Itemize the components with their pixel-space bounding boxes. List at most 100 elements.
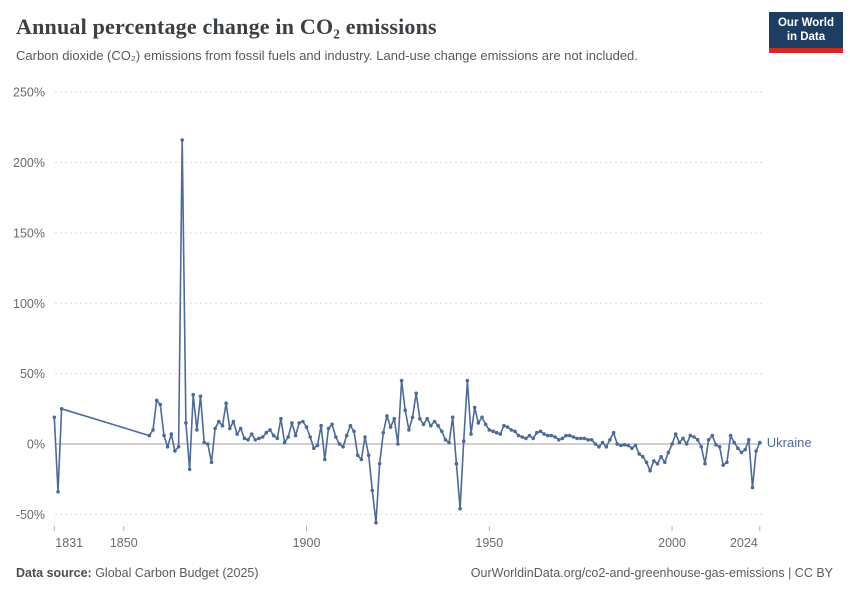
data-point[interactable] [527,433,532,438]
data-point[interactable] [238,426,243,431]
data-point[interactable] [414,391,419,396]
data-point[interactable] [198,394,203,399]
data-point[interactable] [304,425,309,429]
data-point[interactable] [516,433,521,438]
data-point[interactable] [710,433,715,438]
data-point[interactable] [344,433,349,438]
data-point[interactable] [611,430,616,435]
data-point[interactable] [370,488,375,493]
data-point[interactable] [165,445,170,449]
data-point[interactable] [209,460,214,465]
data-point[interactable] [308,435,313,439]
entity-label[interactable]: Ukraine [767,435,812,450]
data-point[interactable] [162,433,166,438]
data-point[interactable] [151,428,155,432]
data-point[interactable] [282,440,287,445]
data-point[interactable] [546,433,550,438]
data-point[interactable] [717,445,722,449]
data-point[interactable] [582,436,587,441]
data-point[interactable] [425,416,430,421]
data-point[interactable] [330,422,334,427]
data-point[interactable] [293,433,298,438]
data-point[interactable] [564,433,568,438]
data-point[interactable] [743,447,747,452]
data-point[interactable] [758,440,762,445]
owid-logo[interactable]: Our World in Data [768,12,843,53]
data-point[interactable] [728,433,733,438]
data-point[interactable] [242,436,247,441]
data-point[interactable] [458,506,462,511]
data-point[interactable] [703,461,707,466]
data-point[interactable] [440,429,444,434]
data-point[interactable] [714,442,718,447]
data-point[interactable] [622,442,627,447]
data-point[interactable] [586,438,590,442]
data-point[interactable] [692,435,696,439]
data-point[interactable] [450,415,455,420]
data-point[interactable] [542,432,546,436]
data-point[interactable] [257,436,261,441]
data-point[interactable] [374,521,378,525]
data-point[interactable] [652,459,656,463]
data-point[interactable] [531,436,535,441]
data-point[interactable] [673,432,678,436]
data-point[interactable] [600,440,605,445]
data-point[interactable] [520,435,524,439]
data-point[interactable] [399,378,404,383]
data-point[interactable] [619,443,623,448]
data-point[interactable] [407,428,411,432]
data-point[interactable] [392,416,397,421]
data-point[interactable] [509,428,513,432]
data-point[interactable] [557,438,561,442]
data-point[interactable] [560,436,565,441]
data-point[interactable] [421,422,426,427]
data-point[interactable] [524,436,528,441]
data-point[interactable] [275,436,280,441]
data-point[interactable] [538,429,543,434]
data-point[interactable] [315,443,320,448]
data-point[interactable] [286,435,291,439]
data-point[interactable] [228,426,232,431]
data-point[interactable] [59,407,64,411]
data-point[interactable] [626,443,630,448]
data-point[interactable] [553,435,557,439]
data-point[interactable] [575,436,579,441]
data-point[interactable] [246,438,250,442]
data-point[interactable] [52,415,57,420]
data-point[interactable] [279,416,283,421]
data-point[interactable] [403,408,408,413]
data-point[interactable] [432,419,437,424]
data-point[interactable] [487,428,492,432]
data-point[interactable] [648,468,652,473]
data-point[interactable] [173,449,177,453]
data-point[interactable] [359,457,364,462]
data-point[interactable] [604,445,609,449]
data-point[interactable] [684,442,689,446]
data-point[interactable] [319,423,323,428]
data-point[interactable] [235,432,239,436]
data-point[interactable] [377,461,382,466]
data-point[interactable] [158,402,163,407]
data-point[interactable] [480,415,484,420]
data-point[interactable] [264,430,269,435]
data-point[interactable] [180,138,184,142]
data-point[interactable] [297,421,302,425]
data-point[interactable] [688,433,693,438]
data-point[interactable] [410,415,415,420]
data-point[interactable] [341,445,345,449]
data-point[interactable] [593,442,598,446]
data-point[interactable] [666,450,671,455]
citation-link[interactable]: OurWorldinData.org/co2-and-greenhouse-ga… [470,566,833,580]
data-point[interactable] [154,398,159,403]
data-point[interactable] [176,445,181,449]
data-point[interactable] [641,454,645,459]
data-point[interactable] [725,460,729,465]
data-point[interactable] [447,440,451,445]
data-point[interactable] [677,440,682,445]
data-point[interactable] [630,446,634,451]
data-point[interactable] [260,435,265,439]
data-point[interactable] [187,467,192,472]
data-point[interactable] [721,463,725,467]
data-point[interactable] [454,461,459,466]
